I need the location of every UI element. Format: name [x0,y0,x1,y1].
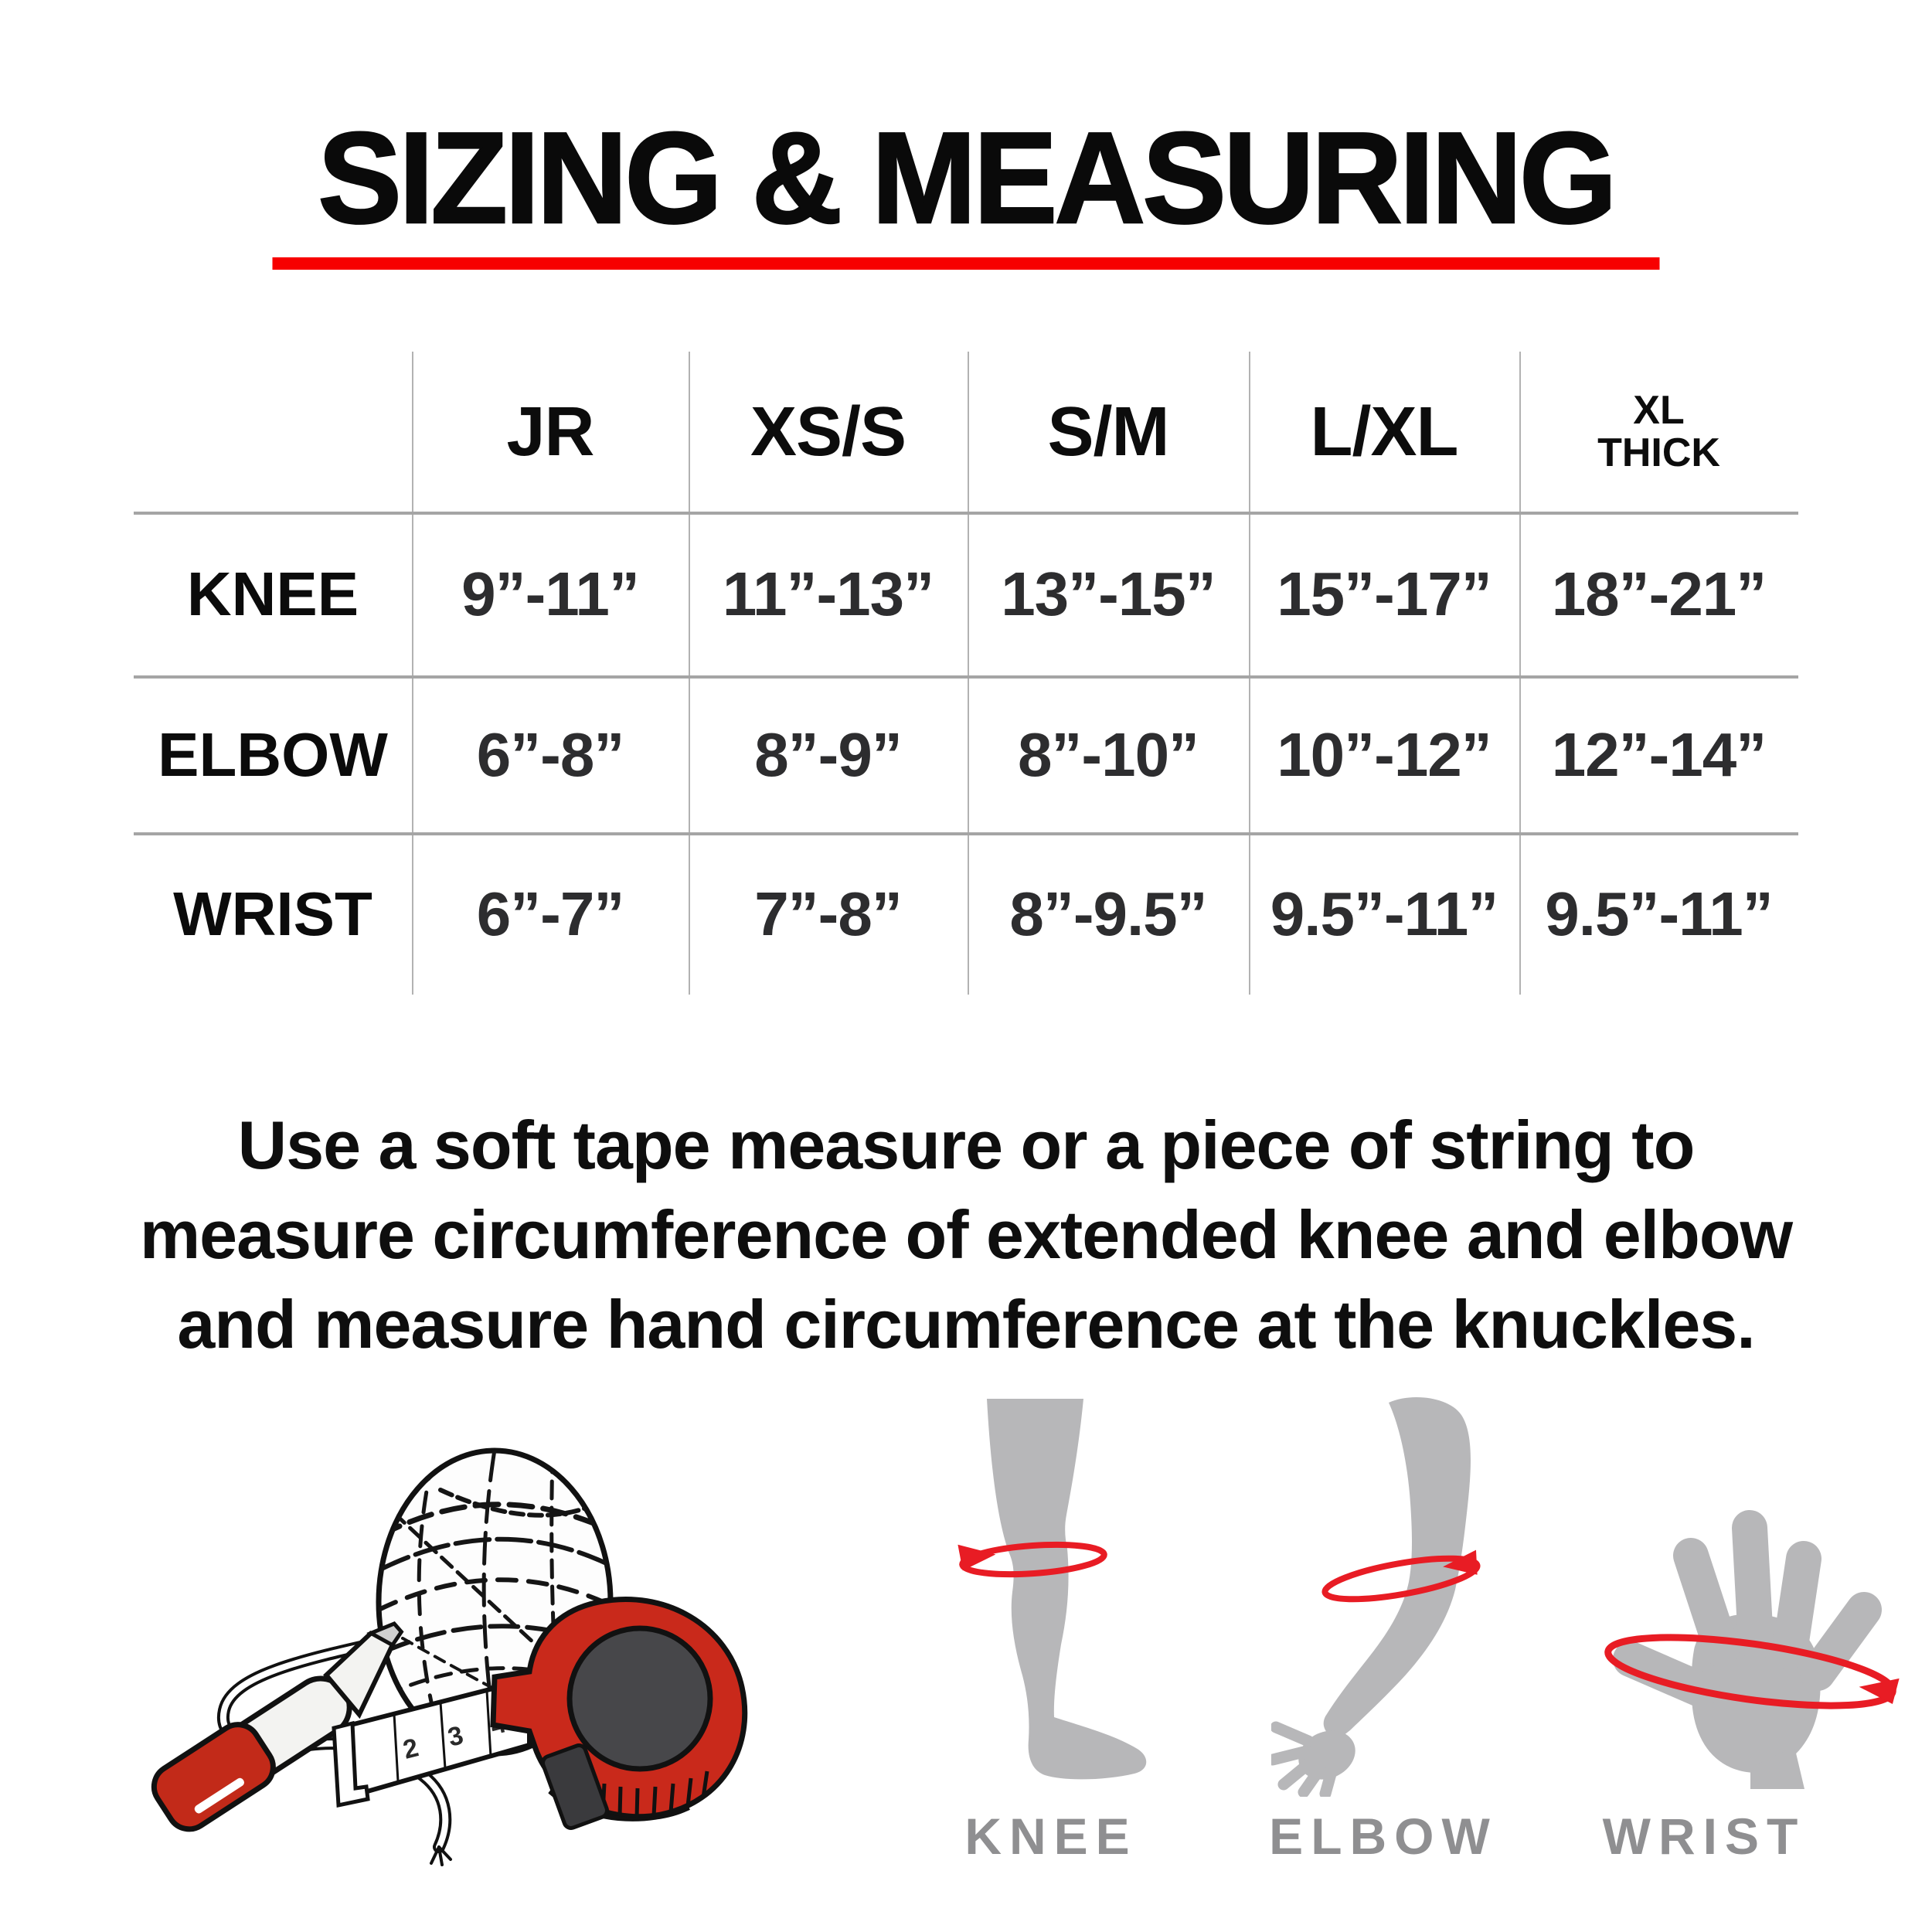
column-header-jr: JR [506,393,594,471]
instructions-line-1: Use a soft tape measure or a piece of st… [237,1107,1696,1183]
instructions-line-2: measure circumference of extended knee a… [139,1196,1793,1273]
wrist-lxl-value: 9.5”-11” [1270,879,1498,948]
knee-measurement-figure [957,1399,1147,1780]
measuring-instructions: Use a soft tape measure or a piece of st… [0,1100,1932,1369]
measuring-tools-illustration: 2 3 4 [151,1447,748,1866]
elbow-jr-value: 6”-8” [476,719,625,789]
table-column-line [968,352,969,995]
wrist-measurement-figure [1604,1510,1900,1789]
marker-pen-icon [151,1621,404,1832]
knee-jr-value: 9”-11” [461,560,640,628]
title-red-underline [272,257,1660,270]
table-row-line [134,675,1798,679]
row-header-elbow: ELBOW [158,719,388,789]
table-row-line [134,832,1798,835]
table-column-line [689,352,690,995]
column-header-lxl: L/XL [1310,393,1459,471]
column-header-xl-thick: XL THICK [1519,352,1798,512]
elbow-figure-label: ELBOW [1269,1808,1498,1865]
xl-thick-line1: XL [1633,387,1685,433]
table-column-line [1519,352,1521,995]
wrist-jr-value: 6”-7” [476,879,625,948]
wrist-figure-label: WRIST [1602,1808,1806,1865]
sizing-table: JR XS/S S/M L/XL XL THICK KNEE 9”-11” 11… [134,352,1798,995]
table-corner-cell [134,352,412,512]
table-column-line [1249,352,1250,995]
elbow-xss-value: 8”-9” [754,719,903,789]
elbow-sm-value: 8”-10” [1017,719,1199,789]
table-row-line [134,512,1798,515]
wrist-circumference-ellipse-icon [1604,1634,1900,1709]
wrist-xlthick-value: 9.5”-11” [1545,879,1773,948]
wrist-sm-value: 8”-9.5” [1009,879,1207,948]
knee-lxl-value: 15”-17” [1277,560,1492,628]
knee-sm-value: 13”-15” [1001,560,1216,628]
row-header-knee: KNEE [186,560,359,628]
tape-measure-icon: 2 3 4 [332,1597,748,1830]
wrist-xss-value: 7”-8” [754,879,903,948]
column-header-xss: XS/S [750,393,906,471]
elbow-lxl-value: 10”-12” [1277,719,1492,789]
page-title: SIZING & MEASURING [317,105,1618,250]
column-header-sm: S/M [1047,393,1169,471]
xl-thick-line2: THICK [1597,430,1720,475]
instructions-line-3: and measure hand circumference at the kn… [177,1286,1755,1362]
elbow-measurement-figure [1271,1397,1481,1797]
table-column-line [412,352,413,995]
knee-circumference-ellipse-icon [957,1541,1107,1578]
knee-xss-value: 11”-13” [722,560,934,628]
arm-silhouette-icon [1271,1397,1471,1797]
knee-figure-label: KNEE [964,1808,1138,1865]
row-header-wrist: WRIST [173,879,372,948]
leg-silhouette-icon [987,1399,1147,1780]
knee-xlthick-value: 18”-21” [1551,560,1767,628]
elbow-xlthick-value: 12”-14” [1551,719,1767,789]
elbow-circumference-ellipse-icon [1321,1549,1481,1603]
